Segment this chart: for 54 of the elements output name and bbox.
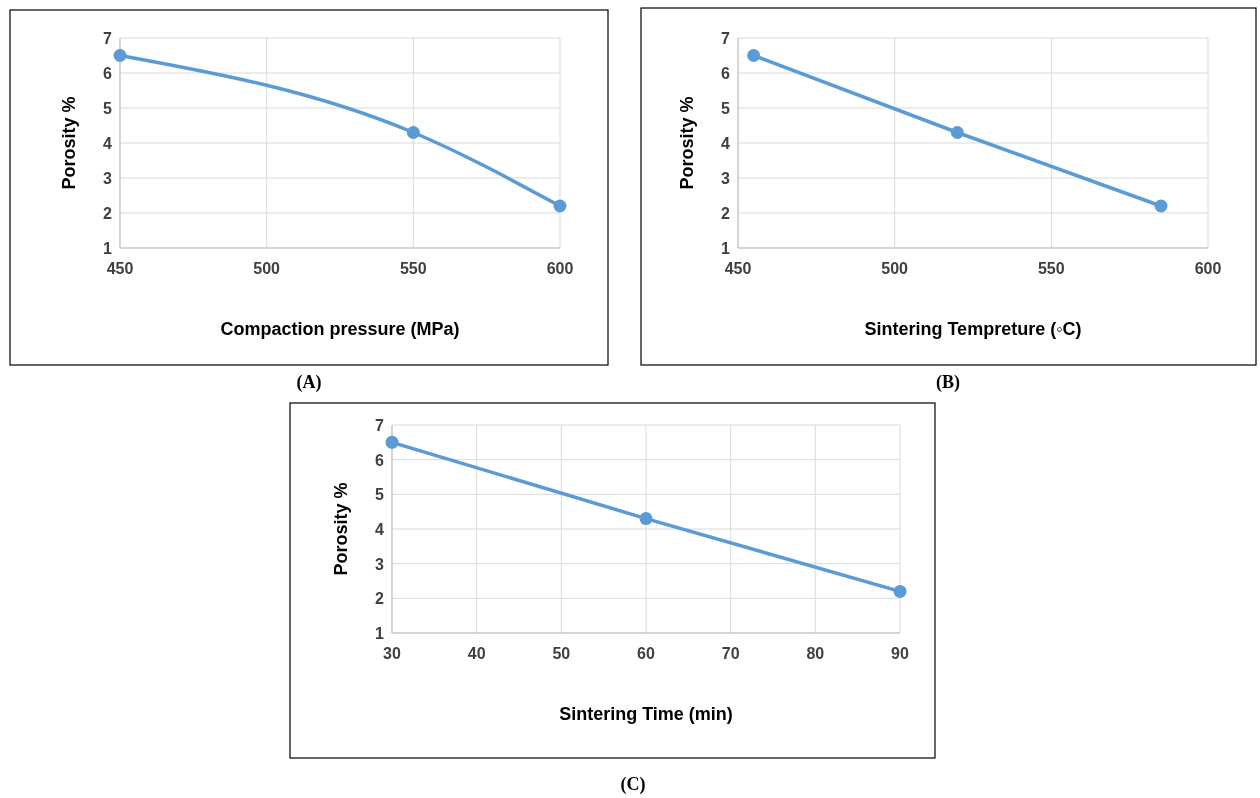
point bbox=[385, 435, 399, 449]
x-tick-label: 50 bbox=[552, 645, 571, 662]
x-tick-label: 450 bbox=[106, 260, 134, 277]
y-tick-label: 6 bbox=[721, 65, 731, 82]
y-tick-label: 4 bbox=[103, 135, 113, 152]
point bbox=[406, 126, 420, 139]
y-tick-label: 3 bbox=[103, 170, 113, 187]
point bbox=[1154, 199, 1168, 213]
y-tick-label: 7 bbox=[721, 30, 731, 47]
x-axis-title: Sintering Tempreture (◦C) bbox=[864, 319, 1082, 339]
x-axis-title: Sintering Time (min) bbox=[559, 704, 733, 724]
x-tick-label: 30 bbox=[383, 645, 401, 662]
y-tick-label: 7 bbox=[375, 417, 385, 434]
y-tick-label: 4 bbox=[375, 521, 385, 538]
point bbox=[553, 199, 567, 213]
x-tick-label: 70 bbox=[721, 645, 740, 662]
y-tick-label: 2 bbox=[103, 205, 113, 222]
x-tick-label: 550 bbox=[399, 260, 427, 277]
y-tick-label: 5 bbox=[103, 100, 113, 117]
y-tick-label: 1 bbox=[721, 240, 731, 257]
y-tick-label: 3 bbox=[375, 555, 385, 573]
x-axis-title: Compaction pressure (MPa) bbox=[220, 319, 460, 339]
point bbox=[893, 584, 907, 598]
x-tick-label: 550 bbox=[1037, 260, 1065, 277]
y-tick-label: 6 bbox=[375, 451, 385, 469]
text: (C) bbox=[620, 774, 646, 795]
y-tick-label: 7 bbox=[103, 30, 113, 47]
y-tick-label: 1 bbox=[375, 625, 385, 642]
x-tick-label: 90 bbox=[891, 645, 909, 662]
text: (A) bbox=[296, 372, 322, 393]
text: (B) bbox=[936, 372, 960, 393]
y-tick-label: 2 bbox=[721, 205, 731, 222]
x-tick-label: 450 bbox=[724, 260, 752, 277]
y-tick-label: 5 bbox=[721, 100, 731, 117]
y-tick-label: 5 bbox=[375, 486, 385, 504]
point bbox=[113, 49, 127, 62]
x-tick-label: 40 bbox=[467, 645, 486, 662]
x-tick-label: 60 bbox=[637, 645, 655, 662]
y-tick-label: 1 bbox=[103, 240, 113, 257]
y-axis-title: Porosity % bbox=[331, 482, 351, 576]
y-tick-label: 2 bbox=[375, 590, 385, 608]
y-axis-title: Porosity % bbox=[59, 96, 79, 190]
y-tick-label: 3 bbox=[721, 170, 731, 187]
y-tick-label: 4 bbox=[721, 135, 731, 152]
x-tick-label: 500 bbox=[881, 260, 909, 277]
x-tick-label: 600 bbox=[546, 260, 574, 277]
x-tick-label: 600 bbox=[1194, 260, 1222, 277]
y-axis-title: Porosity % bbox=[677, 96, 697, 190]
y-tick-label: 6 bbox=[103, 65, 113, 82]
x-tick-label: 80 bbox=[806, 645, 825, 662]
point bbox=[639, 512, 653, 526]
point bbox=[950, 126, 964, 139]
x-tick-label: 500 bbox=[253, 260, 281, 277]
point bbox=[747, 49, 761, 62]
